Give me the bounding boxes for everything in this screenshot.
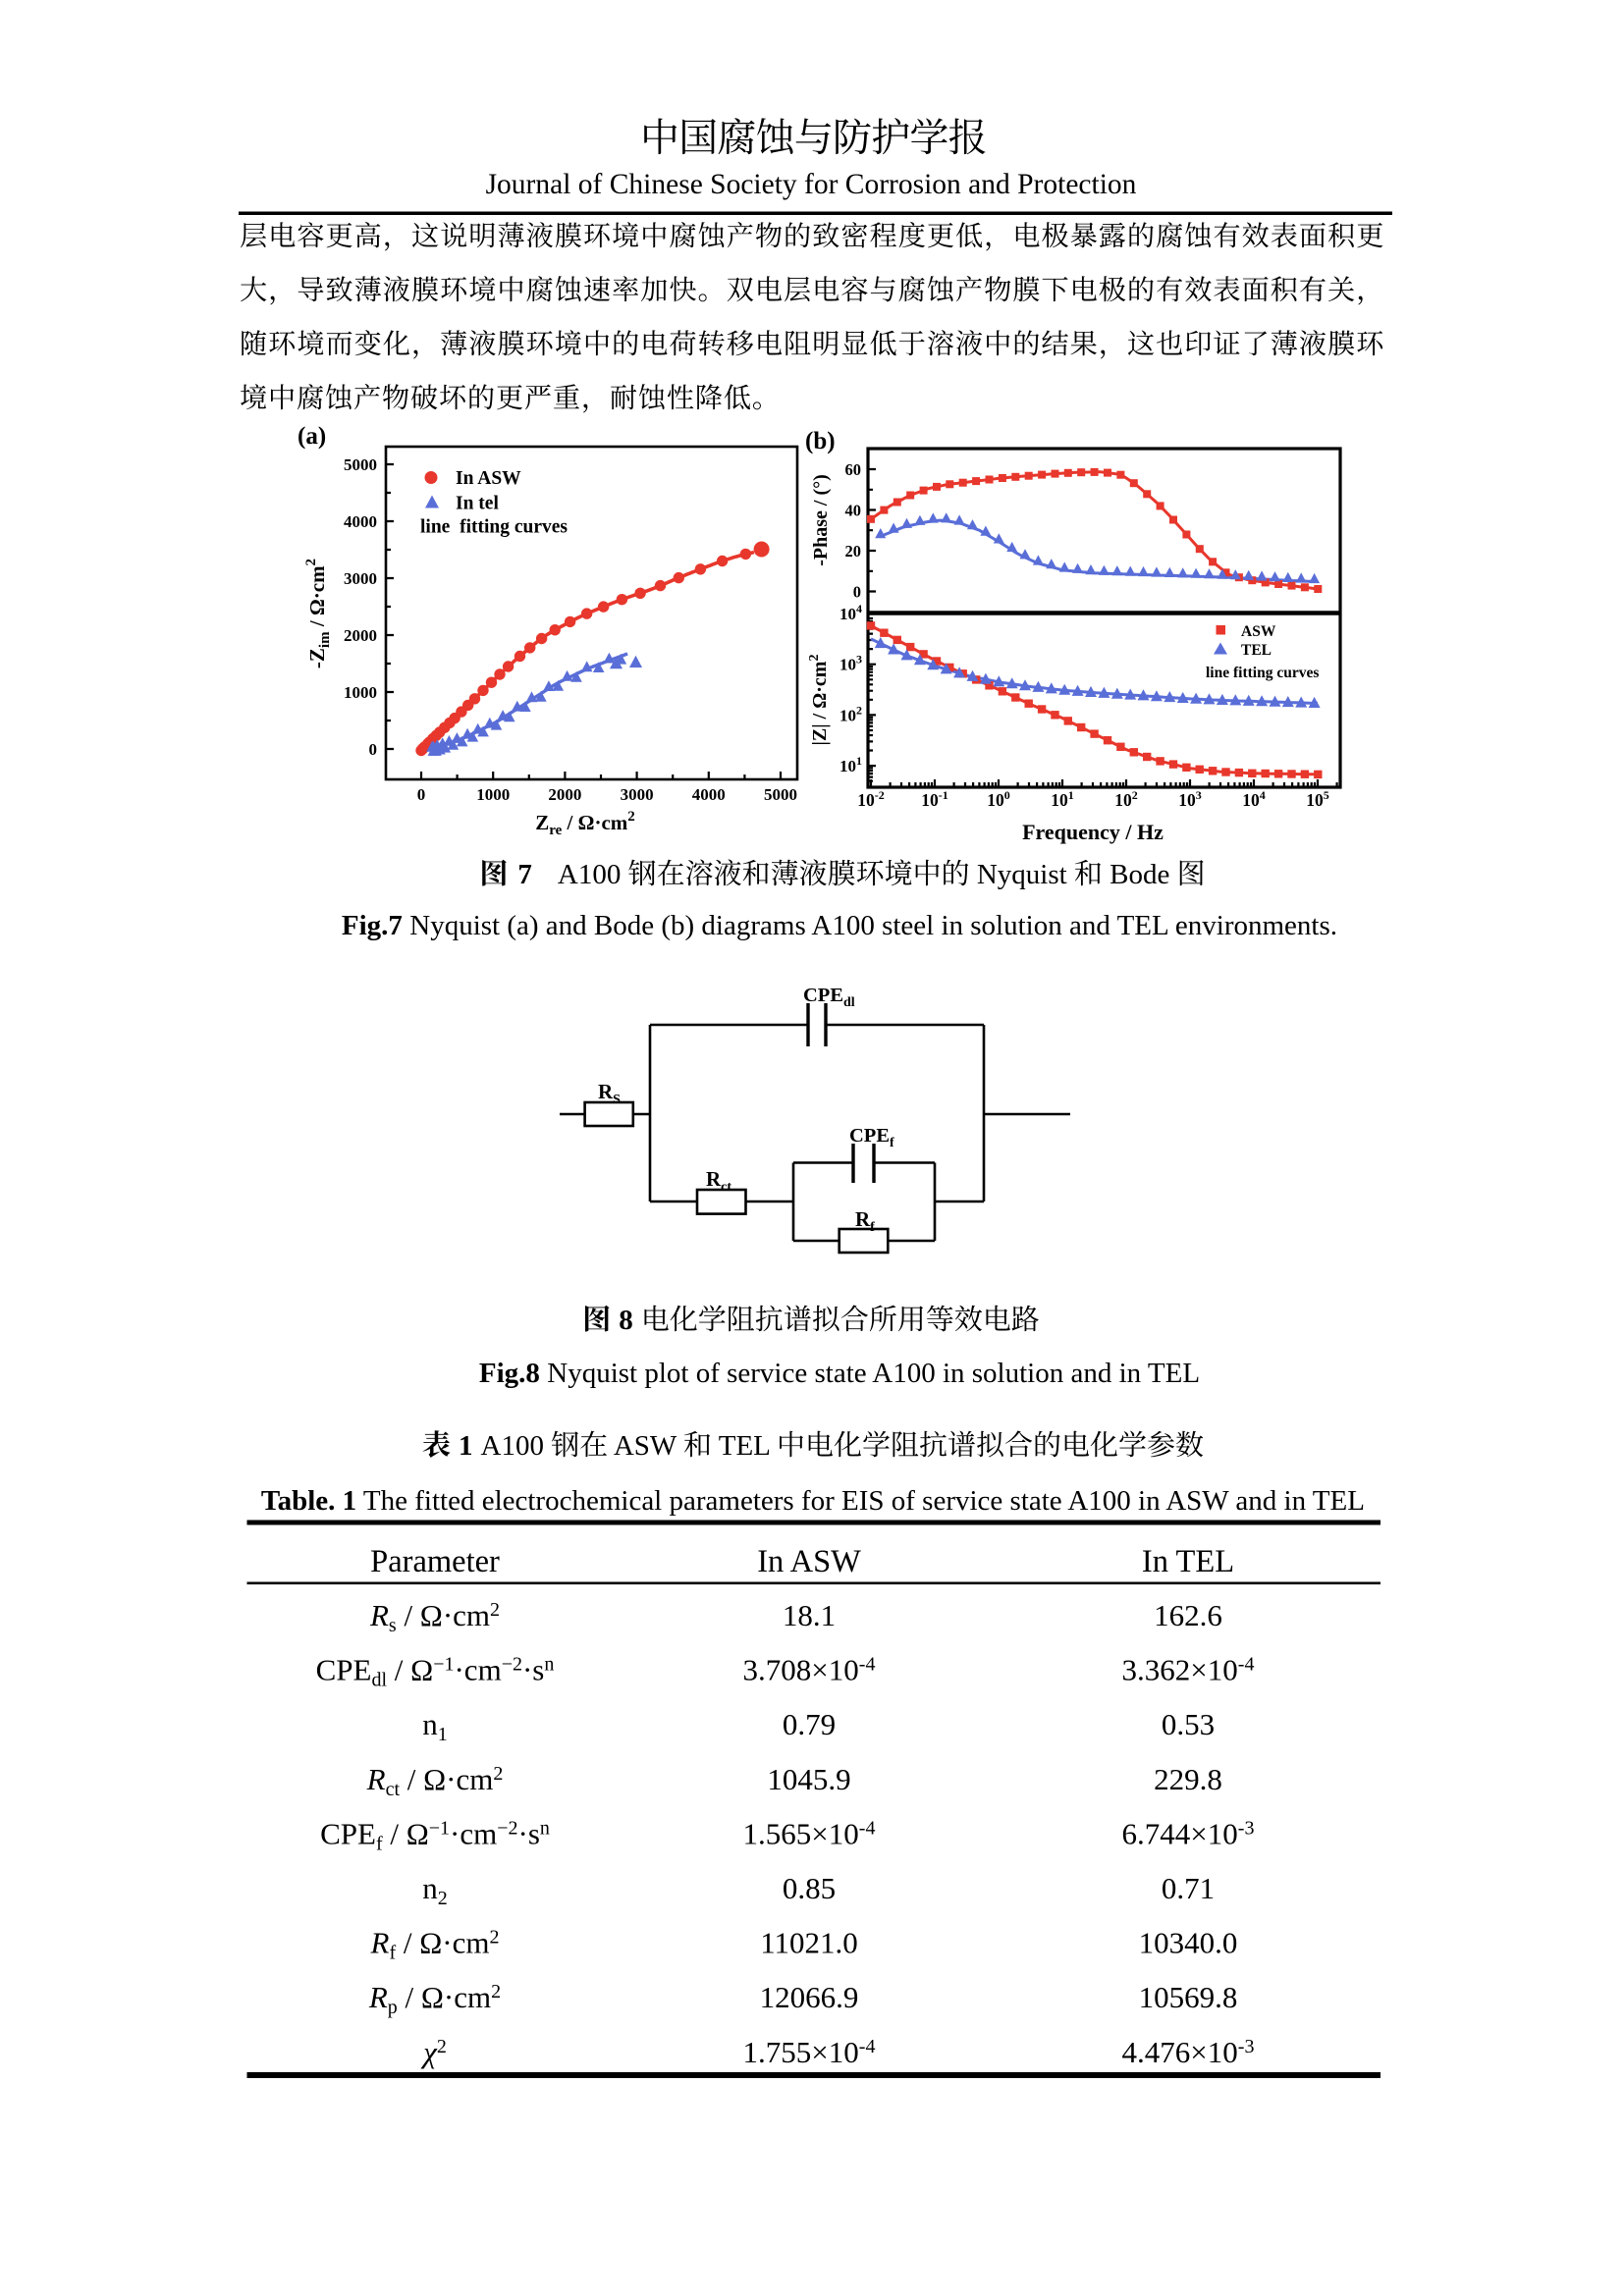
svg-text:7: 7 xyxy=(517,859,532,890)
svg-text:In ASW: In ASW xyxy=(456,468,521,489)
svg-text:2000: 2000 xyxy=(548,785,581,804)
svg-text:Table. 1: Table. 1 xyxy=(261,1485,356,1517)
svg-text:TEL: TEL xyxy=(1241,642,1272,659)
svg-text:In ASW: In ASW xyxy=(757,1544,861,1579)
svg-text:0: 0 xyxy=(417,785,426,804)
svg-text:Nyquist: Nyquist xyxy=(970,859,1074,890)
svg-text:Bode: Bode xyxy=(1103,859,1177,890)
svg-text:(b): (b) xyxy=(805,428,836,454)
svg-text:Rp / Ω·cm2: Rp / Ω·cm2 xyxy=(368,1980,501,2018)
svg-text:Journal of Chinese Society for: Journal of Chinese Society for Corrosion… xyxy=(486,169,1137,200)
svg-text:5000: 5000 xyxy=(344,455,377,474)
svg-text:Parameter: Parameter xyxy=(370,1544,500,1579)
svg-text:3000: 3000 xyxy=(344,569,377,588)
svg-text:ASW: ASW xyxy=(608,1430,683,1462)
svg-text:Rs / Ω·cm2: Rs / Ω·cm2 xyxy=(369,1598,500,1636)
svg-text:Frequency / Hz: Frequency / Hz xyxy=(1022,820,1164,844)
svg-text:Fig.8: Fig.8 xyxy=(479,1358,540,1389)
svg-text:1.565×10-4: 1.565×10-4 xyxy=(743,1816,876,1850)
svg-text:0.71: 0.71 xyxy=(1162,1871,1215,1905)
svg-text:line fitting curves: line fitting curves xyxy=(420,517,568,538)
svg-text:3.362×10-4: 3.362×10-4 xyxy=(1122,1653,1255,1687)
svg-text:The fitted electrochemical par: The fitted electrochemical parameters fo… xyxy=(356,1485,1365,1517)
svg-text:10340.0: 10340.0 xyxy=(1139,1926,1238,1960)
svg-text:TEL: TEL xyxy=(712,1430,777,1462)
svg-text:6.744×10-3: 6.744×10-3 xyxy=(1122,1816,1255,1850)
svg-text:3.708×10-4: 3.708×10-4 xyxy=(743,1653,876,1687)
svg-text:18.1: 18.1 xyxy=(783,1598,836,1632)
svg-text:0: 0 xyxy=(369,740,378,759)
svg-text:10569.8: 10569.8 xyxy=(1139,1980,1238,2014)
svg-text:(a): (a) xyxy=(298,423,326,450)
svg-text:Rct / Ω·cm2: Rct / Ω·cm2 xyxy=(366,1762,504,1800)
svg-text:12066.9: 12066.9 xyxy=(760,1980,859,2014)
svg-text:1000: 1000 xyxy=(344,683,377,702)
svg-text:4000: 4000 xyxy=(692,785,726,804)
svg-text:n1: n1 xyxy=(422,1707,448,1745)
svg-text:Nyquist plot of service state: Nyquist plot of service state A100 in so… xyxy=(540,1358,1200,1389)
svg-text:Fig.7: Fig.7 xyxy=(342,910,403,941)
svg-text:line fitting curves: line fitting curves xyxy=(1206,665,1319,681)
svg-text:4.476×10-3: 4.476×10-3 xyxy=(1122,2035,1255,2069)
svg-text:Nyquist (a) and Bode (b) diagr: Nyquist (a) and Bode (b) diagrams A100 s… xyxy=(403,910,1337,941)
svg-text:229.8: 229.8 xyxy=(1154,1762,1222,1796)
svg-text:Rf / Ω·cm2: Rf / Ω·cm2 xyxy=(370,1926,500,1964)
svg-text:5000: 5000 xyxy=(764,785,797,804)
svg-text:1.755×10-4: 1.755×10-4 xyxy=(743,2035,876,2069)
svg-text:A100: A100 xyxy=(481,1430,552,1462)
svg-text:0.79: 0.79 xyxy=(783,1707,836,1741)
svg-text:A100: A100 xyxy=(558,859,628,890)
svg-text:8: 8 xyxy=(619,1305,633,1336)
svg-text:0: 0 xyxy=(853,583,861,602)
svg-text:In TEL: In TEL xyxy=(1142,1544,1234,1579)
svg-text:11021.0: 11021.0 xyxy=(760,1926,858,1960)
svg-text:χ2: χ2 xyxy=(420,2035,447,2069)
svg-text:1045.9: 1045.9 xyxy=(767,1762,850,1796)
svg-text:1000: 1000 xyxy=(476,785,510,804)
svg-text:2000: 2000 xyxy=(344,626,377,645)
svg-text:1: 1 xyxy=(459,1430,473,1462)
svg-text:In tel: In tel xyxy=(456,494,499,514)
svg-text:CPEf: CPEf xyxy=(849,1125,894,1150)
svg-text:0.85: 0.85 xyxy=(783,1871,836,1905)
svg-text:ASW: ASW xyxy=(1241,623,1276,640)
svg-text:40: 40 xyxy=(845,502,862,520)
svg-text:60: 60 xyxy=(845,460,862,479)
svg-text:20: 20 xyxy=(845,542,862,561)
svg-text:Rf: Rf xyxy=(855,1207,875,1235)
svg-text:4000: 4000 xyxy=(344,512,377,531)
svg-text:3000: 3000 xyxy=(621,785,654,804)
svg-text:-Zim / Ω·cm2: -Zim / Ω·cm2 xyxy=(303,559,333,668)
svg-text:-Phase / (°): -Phase / (°) xyxy=(810,474,832,566)
svg-text:|Z| / Ω·cm2: |Z| / Ω·cm2 xyxy=(807,655,831,746)
svg-text:162.6: 162.6 xyxy=(1154,1598,1222,1632)
svg-text:0.53: 0.53 xyxy=(1162,1707,1215,1741)
